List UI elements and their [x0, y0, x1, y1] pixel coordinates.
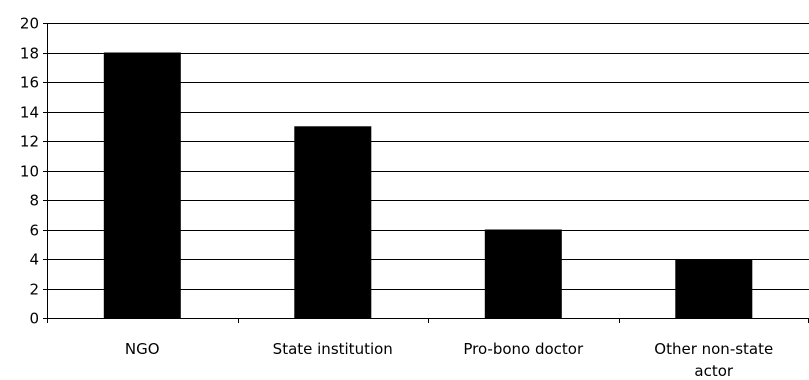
- bar-ngo: [103, 52, 181, 318]
- y-tick-labels: 0 2 4 6 8 10 12 14 16 18 20: [20, 15, 47, 328]
- bars: [103, 52, 753, 319]
- category-labels: NGO State institution Pro-bono doctor Other…: [125, 340, 773, 380]
- category-label-line: Pro-bono doctor: [463, 340, 584, 358]
- category-label: Pro-bono doctor: [463, 340, 584, 358]
- bar-other-non-state-actor: [675, 259, 753, 318]
- y-tick-label: 12: [20, 133, 39, 151]
- y-tick-label: 16: [20, 74, 39, 92]
- y-tick-label: 14: [20, 104, 39, 122]
- bar-state-institution: [294, 126, 372, 319]
- y-tick-label: 0: [29, 310, 39, 328]
- y-tick-label: 10: [20, 163, 39, 181]
- bar-pro-bono-doctor: [484, 229, 562, 318]
- category-label-line: State institution: [273, 340, 393, 358]
- y-tick-label: 2: [29, 281, 39, 299]
- category-label-line: Other non-state: [654, 340, 773, 358]
- y-tick-label: 8: [29, 192, 39, 210]
- category-label-line: NGO: [125, 340, 160, 358]
- y-tick-label: 20: [20, 15, 39, 33]
- category-label: State institution: [273, 340, 393, 358]
- y-tick-label: 18: [20, 45, 39, 63]
- category-label: NGO: [125, 340, 160, 358]
- category-label-line: actor: [694, 362, 733, 380]
- category-label: Other non-state actor: [654, 340, 773, 380]
- y-tick-label: 4: [29, 251, 39, 269]
- y-tick-label: 6: [29, 222, 39, 240]
